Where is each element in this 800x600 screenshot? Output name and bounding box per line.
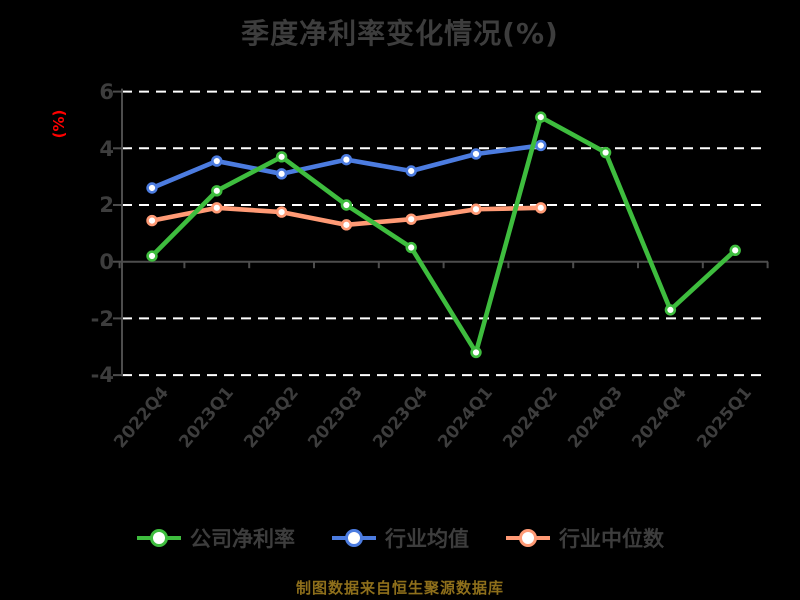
data-point-marker-1 <box>405 165 417 177</box>
data-point-marker-0 <box>275 151 288 163</box>
data-point-marker-0 <box>535 111 547 123</box>
data-point-marker-0 <box>664 304 677 316</box>
y-tick-label: 6 <box>99 80 114 104</box>
series-line-0 <box>149 114 738 355</box>
data-point-marker-2 <box>340 219 353 231</box>
data-point-marker-1 <box>340 153 353 166</box>
y-tick-label: 2 <box>99 193 114 217</box>
data-point-marker-2 <box>275 206 288 218</box>
data-point-marker-0 <box>729 244 741 257</box>
y-tick-label: -2 <box>90 307 114 331</box>
legend-label: 行业中位数 <box>559 527 664 551</box>
data-point-marker-1 <box>535 139 547 152</box>
chart-title: 季度净利率变化情况(%) <box>241 17 559 50</box>
data-point-marker-1 <box>275 168 288 180</box>
legend: 公司净利率 行业均值 行业中位数 <box>0 518 800 558</box>
data-point-marker-0 <box>470 346 482 359</box>
data-point-marker-0 <box>146 250 158 262</box>
source-caption: 制图数据来自恒生聚源数据库 <box>295 579 504 597</box>
data-point-marker-2 <box>535 202 547 214</box>
data-point-marker-0 <box>405 241 417 254</box>
legend-line-circle-icon <box>332 529 376 547</box>
data-point-marker-2 <box>470 203 482 215</box>
data-point-marker-0 <box>211 185 223 197</box>
legend-line-circle-icon <box>506 529 550 547</box>
data-point-marker-2 <box>405 213 417 225</box>
data-point-marker-2 <box>146 214 158 227</box>
legend-line-circle-icon <box>137 529 181 547</box>
y-tick-label: 0 <box>99 250 114 274</box>
data-point-marker-0 <box>340 199 353 211</box>
y-tick-label: 4 <box>99 137 114 161</box>
data-point-marker-2 <box>211 202 223 214</box>
legend-entry-industry-mean: 行业均值 <box>331 523 469 553</box>
legend-entry-industry-median: 行业中位数 <box>505 523 664 553</box>
legend-entry-company: 公司净利率 <box>136 523 295 553</box>
data-point-marker-1 <box>146 182 158 194</box>
data-point-marker-1 <box>470 148 482 160</box>
series-line-1 <box>149 143 544 191</box>
data-point-marker-1 <box>211 155 223 167</box>
legend-label: 行业均值 <box>385 527 469 551</box>
y-tick-label: -4 <box>90 363 114 387</box>
legend-label: 公司净利率 <box>190 527 295 551</box>
data-point-marker-0 <box>599 146 612 159</box>
